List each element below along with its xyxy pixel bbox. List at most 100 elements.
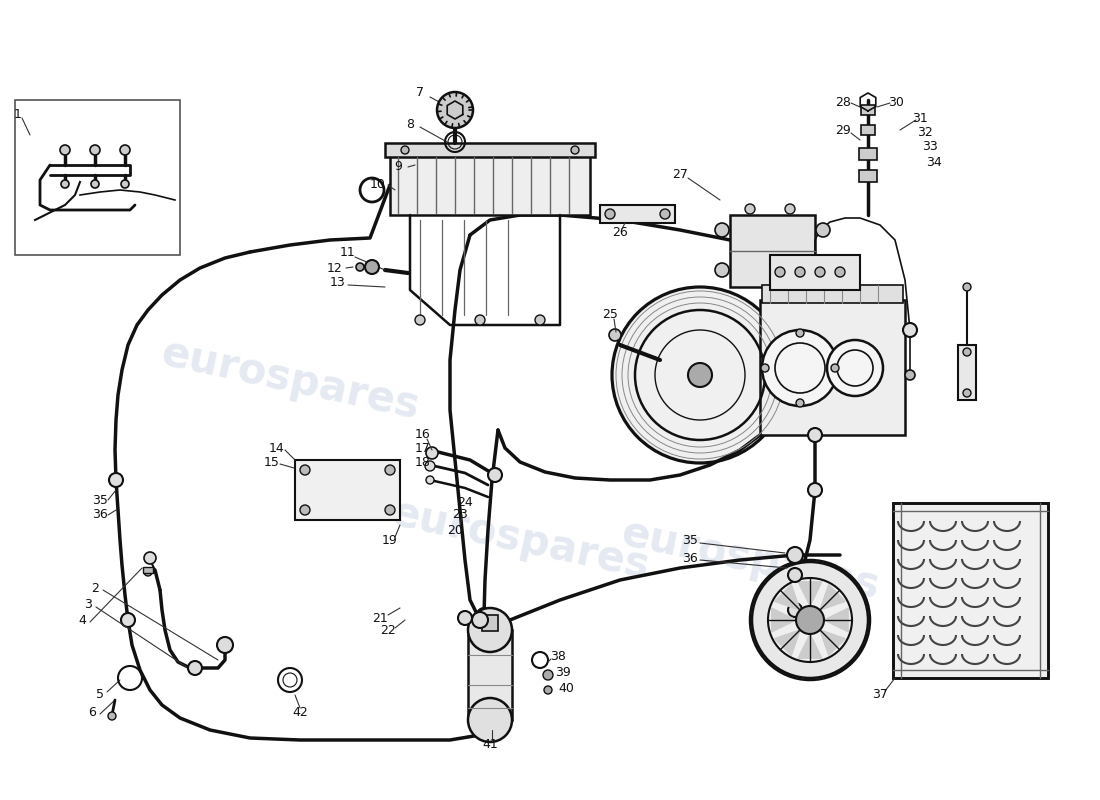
Polygon shape [799, 582, 822, 606]
Bar [859, 148, 877, 160]
Circle shape [458, 611, 472, 625]
Bar [861, 125, 875, 135]
Bar [730, 215, 815, 287]
Circle shape [786, 547, 803, 563]
Circle shape [217, 637, 233, 653]
Text: 32: 32 [917, 126, 933, 139]
Circle shape [796, 606, 824, 634]
Text: 22: 22 [381, 623, 396, 637]
Circle shape [472, 612, 488, 628]
Circle shape [144, 568, 152, 576]
Polygon shape [820, 585, 846, 610]
Text: 28: 28 [835, 97, 851, 110]
Bar [295, 460, 400, 520]
Circle shape [437, 92, 473, 128]
Text: eurospares: eurospares [617, 512, 883, 608]
Circle shape [962, 348, 971, 356]
Circle shape [385, 505, 395, 515]
Bar [482, 615, 498, 631]
Bar [390, 155, 590, 215]
Circle shape [905, 370, 915, 380]
Circle shape [785, 204, 795, 214]
Bar [770, 255, 860, 290]
Text: 30: 30 [888, 97, 904, 110]
Text: 31: 31 [912, 111, 928, 125]
Circle shape [425, 461, 435, 471]
Circle shape [808, 428, 822, 442]
Text: 12: 12 [327, 262, 343, 274]
Text: 35: 35 [682, 534, 697, 546]
Circle shape [385, 465, 395, 475]
Circle shape [300, 465, 310, 475]
Circle shape [415, 315, 425, 325]
Circle shape [300, 505, 310, 515]
Bar [893, 503, 1048, 678]
Text: 5: 5 [96, 689, 104, 702]
Text: 26: 26 [612, 226, 628, 239]
Text: 25: 25 [602, 309, 618, 322]
Text: 15: 15 [264, 455, 279, 469]
Bar [468, 630, 512, 720]
Circle shape [356, 263, 364, 271]
Text: 18: 18 [415, 457, 431, 470]
Text: 34: 34 [926, 155, 942, 169]
Circle shape [796, 399, 804, 407]
Circle shape [660, 209, 670, 219]
Text: 17: 17 [415, 442, 431, 455]
Bar [762, 285, 903, 303]
Circle shape [816, 263, 831, 277]
Circle shape [762, 330, 838, 406]
Text: 36: 36 [682, 551, 697, 565]
Circle shape [795, 267, 805, 277]
Text: 37: 37 [872, 689, 888, 702]
Circle shape [962, 389, 971, 397]
Circle shape [91, 180, 99, 188]
Text: 35: 35 [92, 494, 108, 506]
Circle shape [688, 363, 712, 387]
Circle shape [121, 180, 129, 188]
Circle shape [788, 568, 802, 582]
Bar [859, 170, 877, 182]
Circle shape [761, 364, 769, 372]
Polygon shape [774, 630, 800, 655]
Text: 3: 3 [84, 598, 92, 611]
Text: 1: 1 [14, 109, 22, 122]
Text: 39: 39 [556, 666, 571, 678]
Circle shape [402, 146, 409, 154]
Circle shape [121, 613, 135, 627]
Text: 13: 13 [330, 277, 345, 290]
Circle shape [188, 661, 202, 675]
Circle shape [544, 686, 552, 694]
Text: 36: 36 [92, 509, 108, 522]
Bar [861, 105, 875, 115]
Circle shape [108, 712, 115, 720]
Text: eurospares: eurospares [157, 332, 424, 428]
Circle shape [715, 263, 729, 277]
Circle shape [715, 223, 729, 237]
Bar [143, 567, 153, 573]
Text: 20: 20 [447, 523, 463, 537]
Circle shape [796, 329, 804, 337]
Text: 6: 6 [88, 706, 96, 718]
Circle shape [468, 698, 512, 742]
Circle shape [543, 670, 553, 680]
Bar [385, 143, 595, 157]
Text: 23: 23 [452, 509, 468, 522]
Bar [760, 300, 905, 435]
Text: 27: 27 [672, 169, 688, 182]
Circle shape [830, 364, 839, 372]
Text: 14: 14 [270, 442, 285, 454]
Circle shape [60, 180, 69, 188]
Circle shape [788, 603, 802, 617]
Circle shape [903, 323, 917, 337]
Text: 7: 7 [416, 86, 424, 99]
Text: 29: 29 [835, 123, 851, 137]
Circle shape [475, 315, 485, 325]
Circle shape [752, 562, 868, 678]
Text: 40: 40 [558, 682, 574, 694]
Circle shape [768, 578, 852, 662]
Circle shape [426, 476, 434, 484]
Circle shape [835, 267, 845, 277]
Circle shape [426, 447, 438, 459]
Circle shape [535, 315, 544, 325]
